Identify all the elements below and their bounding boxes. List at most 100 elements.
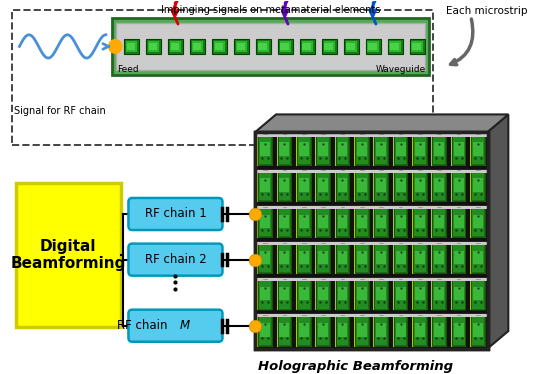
Bar	[434, 251, 444, 264]
Bar	[471, 135, 485, 165]
Text: Feed: Feed	[117, 65, 139, 74]
Bar	[433, 279, 446, 310]
Bar	[276, 206, 292, 238]
Bar	[170, 41, 181, 52]
Bar	[451, 278, 467, 310]
Bar	[279, 136, 291, 164]
Bar	[279, 215, 289, 228]
Bar	[413, 243, 427, 273]
Bar	[124, 39, 139, 54]
Bar	[412, 170, 428, 202]
Bar	[413, 279, 427, 310]
Bar	[193, 43, 201, 50]
Bar	[357, 287, 367, 300]
Bar	[452, 279, 465, 310]
Bar	[473, 142, 483, 156]
Bar	[431, 242, 447, 275]
Bar	[414, 172, 426, 200]
Bar	[374, 207, 388, 237]
Bar	[472, 136, 484, 164]
Bar	[258, 41, 269, 52]
Bar	[338, 215, 347, 228]
Bar	[396, 215, 406, 228]
Bar	[433, 207, 446, 237]
Bar	[393, 170, 408, 202]
Bar	[354, 315, 370, 347]
Bar	[368, 41, 379, 52]
Bar	[376, 142, 386, 156]
Bar	[299, 323, 309, 337]
Bar	[278, 243, 291, 273]
Bar	[278, 207, 291, 237]
Bar	[374, 243, 388, 273]
Bar	[394, 171, 407, 201]
Circle shape	[109, 40, 122, 53]
Bar	[257, 134, 273, 166]
Bar	[255, 132, 488, 349]
Bar	[16, 183, 121, 327]
Bar	[373, 170, 389, 202]
Bar	[356, 316, 368, 345]
FancyBboxPatch shape	[129, 310, 222, 342]
Bar	[317, 280, 329, 309]
Bar	[452, 243, 465, 273]
Bar	[453, 244, 464, 272]
Bar	[470, 278, 486, 310]
Bar	[276, 134, 292, 166]
Bar	[375, 136, 387, 164]
Bar	[471, 279, 485, 310]
Polygon shape	[488, 114, 508, 349]
Bar	[276, 170, 292, 202]
Bar	[317, 244, 329, 272]
Bar	[415, 178, 425, 192]
Bar	[259, 244, 271, 272]
Bar	[433, 315, 446, 346]
Bar	[296, 315, 312, 347]
Bar	[413, 315, 427, 346]
Bar	[279, 178, 289, 192]
Bar	[415, 287, 425, 300]
Bar	[471, 243, 485, 273]
Bar	[412, 242, 428, 275]
Bar	[454, 215, 463, 228]
Bar	[299, 287, 309, 300]
Bar	[434, 178, 444, 192]
Bar	[259, 136, 271, 164]
Bar	[296, 278, 312, 310]
Bar	[375, 280, 387, 309]
Bar	[393, 242, 408, 275]
Bar	[112, 18, 429, 74]
Bar	[376, 215, 386, 228]
Text: RF chain 1: RF chain 1	[145, 208, 206, 221]
Bar	[390, 43, 399, 50]
Bar	[235, 41, 247, 52]
Bar	[451, 315, 467, 347]
Text: Impinging signals on metamaterial elements: Impinging signals on metamaterial elemen…	[161, 4, 380, 15]
Bar	[259, 316, 271, 345]
Bar	[375, 172, 387, 200]
Bar	[258, 315, 272, 346]
Bar	[431, 134, 447, 166]
Bar	[355, 207, 369, 237]
Bar	[259, 172, 271, 200]
Bar	[297, 279, 310, 310]
Bar	[255, 132, 488, 349]
Bar	[373, 278, 389, 310]
Bar	[237, 43, 245, 50]
Bar	[356, 208, 368, 236]
Bar	[278, 315, 291, 346]
Bar	[471, 315, 485, 346]
Text: Digital
Beamforming: Digital Beamforming	[11, 239, 126, 272]
Bar	[297, 171, 310, 201]
Bar	[299, 251, 309, 264]
Bar	[318, 142, 328, 156]
Bar	[278, 171, 291, 201]
Bar	[116, 23, 424, 70]
Bar	[148, 43, 157, 50]
Text: Waveguide: Waveguide	[375, 65, 426, 74]
Bar	[278, 39, 293, 54]
Text: Signal for RF chain: Signal for RF chain	[14, 106, 105, 116]
Bar	[415, 215, 425, 228]
Bar	[355, 243, 369, 273]
Bar	[214, 41, 225, 52]
